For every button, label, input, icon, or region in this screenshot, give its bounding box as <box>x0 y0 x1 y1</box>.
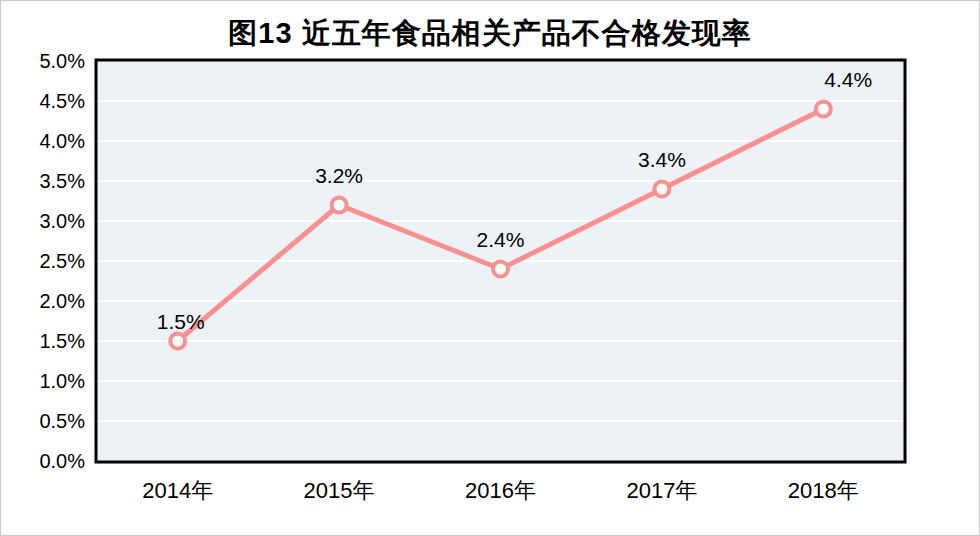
chart-frame: 图13 近五年食品相关产品不合格发现率 0.0%0.5%1.0%1.5%2.0%… <box>0 0 980 536</box>
y-axis-tick-label: 3.5% <box>39 170 85 192</box>
y-axis-tick-label: 1.5% <box>39 330 85 352</box>
y-axis-tick-label: 0.5% <box>39 410 85 432</box>
data-point-label: 4.4% <box>824 68 872 91</box>
data-point-marker <box>654 182 669 197</box>
x-axis-tick-label: 2015年 <box>304 478 375 503</box>
y-axis-tick-label: 0.0% <box>39 450 85 472</box>
data-point-label: 3.4% <box>638 148 686 171</box>
x-axis-tick-label: 2017年 <box>626 478 697 503</box>
y-axis-tick-label: 2.5% <box>39 250 85 272</box>
y-axis-tick-label: 4.5% <box>39 90 85 112</box>
y-axis-tick-label: 2.0% <box>39 290 85 312</box>
y-axis-tick-label: 4.0% <box>39 130 85 152</box>
data-point-marker <box>170 334 185 349</box>
y-axis-tick-label: 3.0% <box>39 210 85 232</box>
data-point-label: 1.5% <box>157 310 205 333</box>
x-axis-tick-label: 2014年 <box>142 478 213 503</box>
data-point-marker <box>332 198 347 213</box>
data-point-label: 2.4% <box>477 228 525 251</box>
x-axis-tick-label: 2018年 <box>788 478 859 503</box>
data-point-marker <box>493 262 508 277</box>
chart-canvas: 0.0% 0.5% 1.0% 1.5% 2.0% 2.5% 3.0% 3.5% 4.0% 4.5%… <box>1 1 980 536</box>
x-axis-tick-label: 2016年 <box>465 478 536 503</box>
data-point-label: 3.2% <box>315 164 363 187</box>
data-point-marker <box>816 102 831 117</box>
y-axis-tick-label: 1.0% <box>39 370 85 392</box>
y-axis-tick-label: 5.0% <box>39 50 85 72</box>
